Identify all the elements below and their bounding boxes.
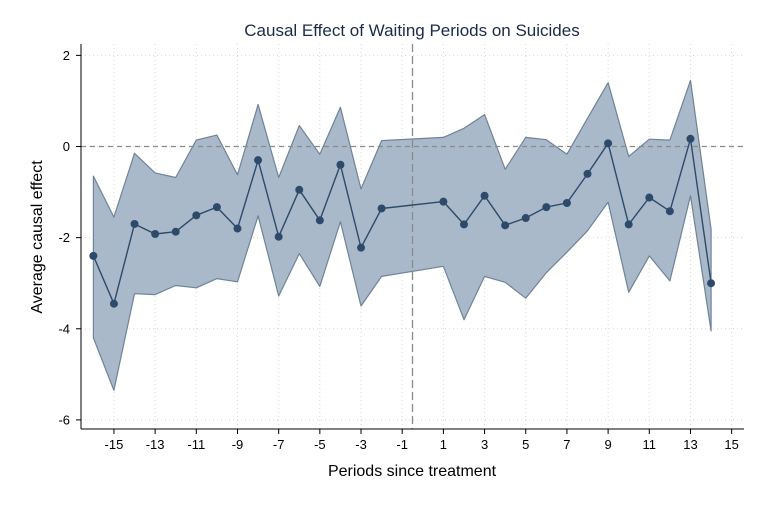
x-tick-label: 3 xyxy=(481,437,488,452)
estimate-point xyxy=(254,156,263,165)
estimate-point xyxy=(336,160,345,169)
estimate-point xyxy=(233,224,242,233)
estimate-point xyxy=(686,134,695,143)
estimate-point xyxy=(151,229,160,238)
x-tick-label: 11 xyxy=(643,437,657,452)
estimate-point xyxy=(315,216,324,225)
x-tick-label: -1 xyxy=(396,437,408,452)
x-tick-label: -15 xyxy=(105,437,124,452)
confidence-band xyxy=(92,79,712,391)
x-tick-label: 9 xyxy=(604,437,611,452)
estimate-point xyxy=(274,232,283,241)
x-tick-label: -11 xyxy=(187,437,205,452)
x-tick-label: 13 xyxy=(683,437,697,452)
estimate-point xyxy=(192,211,201,220)
estimate-point xyxy=(357,243,366,252)
x-tick-label: -9 xyxy=(232,437,244,452)
y-axis-label: Average causal effect xyxy=(29,160,46,314)
estimate-point xyxy=(542,203,551,212)
estimate-point xyxy=(295,185,304,194)
x-tick-label: 5 xyxy=(522,437,529,452)
estimate-point xyxy=(109,299,118,308)
estimate-point xyxy=(707,279,716,288)
estimate-point xyxy=(480,191,489,200)
series-points xyxy=(89,134,716,308)
estimate-point xyxy=(645,193,654,202)
estimate-point xyxy=(89,251,98,260)
chart-title: Causal Effect of Waiting Periods on Suic… xyxy=(244,21,579,40)
estimate-point xyxy=(459,220,468,229)
y-tick-label: -6 xyxy=(58,412,70,427)
estimate-point xyxy=(521,214,530,223)
estimate-point xyxy=(501,221,510,230)
estimate-point xyxy=(212,203,221,212)
estimate-point xyxy=(562,199,571,208)
reference-lines xyxy=(81,44,744,429)
estimate-point xyxy=(665,207,674,216)
y-tick-label: -2 xyxy=(58,230,70,245)
x-axis-label: Periods since treatment xyxy=(328,463,497,480)
estimate-point xyxy=(439,197,448,206)
y-tick-label: 2 xyxy=(63,48,70,63)
estimate-point xyxy=(377,204,386,213)
estimate-point xyxy=(130,219,139,228)
estimate-point xyxy=(624,220,633,229)
x-tick-label: 15 xyxy=(724,437,738,452)
x-tick-label: -7 xyxy=(273,437,285,452)
x-tick-label: -13 xyxy=(146,437,165,452)
x-tick-label: -3 xyxy=(355,437,367,452)
y-tick-label: 0 xyxy=(63,139,70,154)
y-tick-label: -4 xyxy=(58,321,70,336)
x-tick-label: -5 xyxy=(314,437,326,452)
confidence-band-area xyxy=(92,79,712,391)
estimate-point xyxy=(604,139,613,148)
estimate-point xyxy=(171,227,180,236)
x-tick-label: 1 xyxy=(440,437,447,452)
estimate-point xyxy=(583,169,592,178)
x-tick-label: 7 xyxy=(563,437,570,452)
